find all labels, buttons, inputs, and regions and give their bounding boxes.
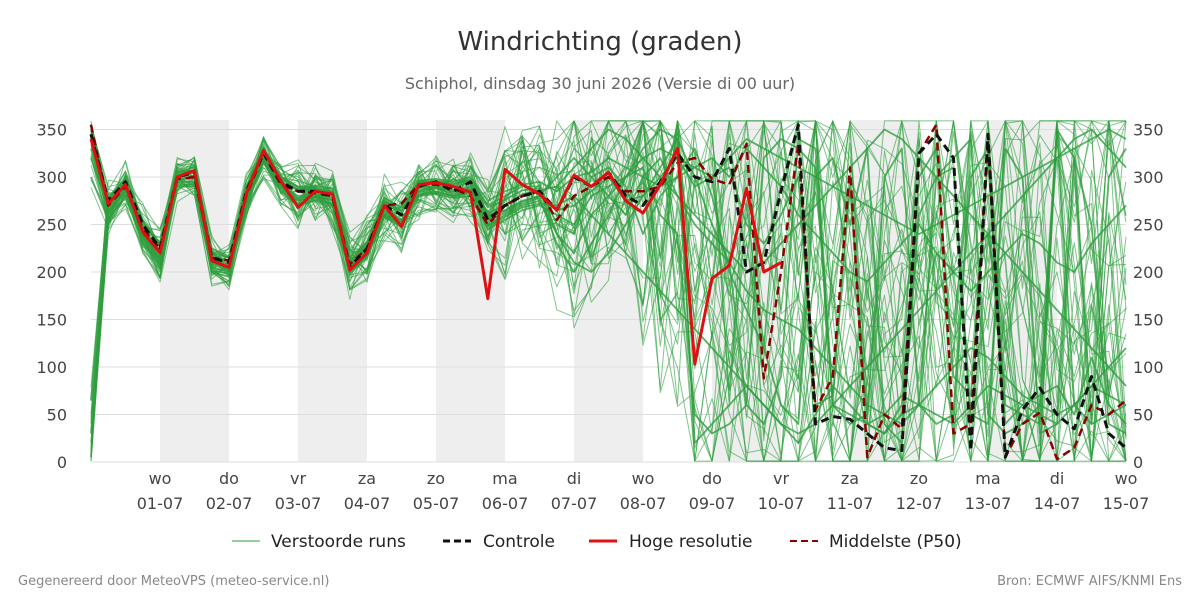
y-tick-right-200: 200 (1133, 263, 1164, 282)
x-tick-day-13: di (1050, 469, 1065, 488)
x-tick-date-11: 12-07 (896, 494, 943, 513)
legend-label-ensemble: Verstoorde runs (271, 532, 406, 552)
x-tick-date-4: 05-07 (413, 494, 460, 513)
x-tick-date-1: 02-07 (206, 494, 253, 513)
y-tick-right-300: 300 (1133, 168, 1164, 187)
footer-source: Bron: ECMWF AIFS/KNMI Ens (997, 574, 1182, 589)
x-tick-date-2: 03-07 (275, 494, 322, 513)
x-tick-date-7: 08-07 (620, 494, 667, 513)
y-tick-right-250: 250 (1133, 216, 1164, 235)
y-tick-right-0: 0 (1133, 453, 1143, 472)
x-tick-date-8: 09-07 (689, 494, 736, 513)
chart-subtitle: Schiphol, dinsdag 30 juni 2026 (Versie d… (405, 74, 795, 93)
y-tick-left-150: 150 (36, 311, 67, 330)
ensemble-member-43 (90, 120, 1127, 462)
y-tick-left-350: 350 (36, 121, 67, 140)
ensemble-member-45 (90, 122, 1127, 462)
y-tick-right-100: 100 (1133, 358, 1164, 377)
legend-label-p50: Middelste (P50) (829, 532, 962, 552)
y-tick-right-150: 150 (1133, 311, 1164, 330)
x-tick-day-7: wo (632, 469, 655, 488)
ensemble-member-47 (90, 120, 1127, 462)
x-tick-day-14: wo (1115, 469, 1138, 488)
x-tick-day-3: za (358, 469, 376, 488)
legend: Verstoorde runs Controle Hoge resolutie … (232, 532, 962, 552)
ensemble-member-48 (90, 120, 1127, 462)
x-tick-day-12: ma (975, 469, 1000, 488)
x-tick-day-5: ma (492, 469, 517, 488)
y-tick-left-0: 0 (57, 453, 67, 472)
y-axis-left: 0 50 100 150 200 250 300 350 (36, 121, 67, 473)
x-axis: wo 01-07 do 02-07 vr 03-07 za 04-07 zo 05-07 ma 06-… (137, 469, 1150, 513)
x-tick-date-14: 15-07 (1103, 494, 1150, 513)
y-axis-right: 0 50 100 150 200 250 300 350 (1133, 121, 1164, 473)
x-tick-date-10: 11-07 (827, 494, 874, 513)
x-tick-day-9: vr (773, 469, 789, 488)
x-tick-date-0: 01-07 (137, 494, 184, 513)
x-tick-date-13: 14-07 (1034, 494, 1081, 513)
x-tick-day-2: vr (290, 469, 306, 488)
x-tick-date-6: 07-07 (551, 494, 598, 513)
chart-title: Windrichting (graden) (457, 27, 742, 57)
y-tick-left-300: 300 (36, 168, 67, 187)
y-tick-right-350: 350 (1133, 121, 1164, 140)
ensemble-member-23 (90, 120, 1126, 462)
x-tick-date-12: 13-07 (965, 494, 1012, 513)
x-tick-day-11: zo (910, 469, 928, 488)
ensemble-lines (90, 120, 1127, 462)
ensemble-member-42 (90, 120, 1127, 462)
x-tick-day-1: do (219, 469, 239, 488)
x-tick-date-5: 06-07 (482, 494, 529, 513)
main-series-lines (89, 123, 1127, 461)
y-tick-left-100: 100 (36, 358, 67, 377)
x-tick-day-8: do (702, 469, 722, 488)
legend-label-control: Controle (483, 532, 555, 552)
x-tick-date-9: 10-07 (758, 494, 805, 513)
series-line-1 (89, 138, 782, 366)
y-tick-left-250: 250 (36, 216, 67, 235)
x-tick-day-0: wo (149, 469, 172, 488)
x-tick-date-3: 04-07 (344, 494, 391, 513)
x-tick-day-10: za (841, 469, 859, 488)
ensemble-member-32 (90, 120, 1127, 462)
x-tick-day-6: di (567, 469, 582, 488)
y-tick-left-200: 200 (36, 263, 67, 282)
ensemble-member-19 (90, 120, 1127, 405)
footer-generated: Gegenereerd door MeteoVPS (meteo-service… (18, 574, 329, 589)
x-tick-day-4: zo (427, 469, 445, 488)
y-tick-right-50: 50 (1133, 406, 1153, 425)
ensemble-member-28 (90, 150, 1127, 462)
legend-label-hires: Hoge resolutie (629, 532, 753, 552)
y-tick-left-50: 50 (47, 406, 67, 425)
